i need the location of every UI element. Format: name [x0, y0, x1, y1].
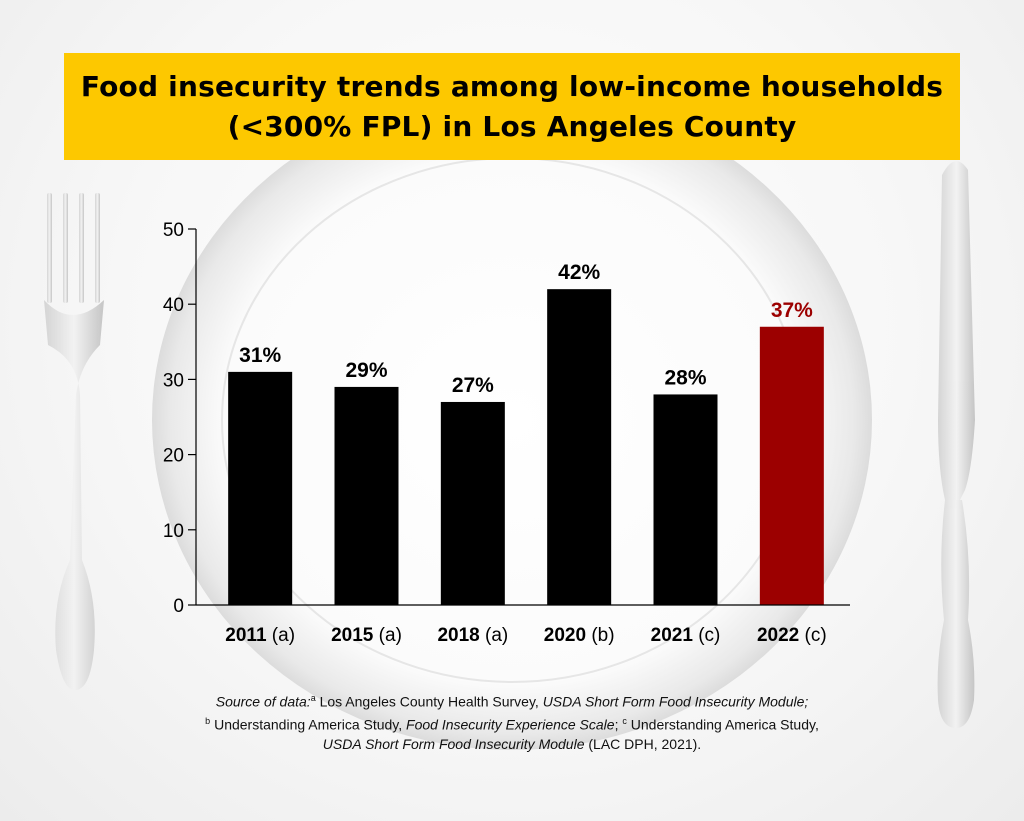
chart-title-line-2: (<300% FPL) in Los Angeles County: [227, 109, 797, 143]
source-text: Los Angeles County Health Survey,: [315, 693, 543, 710]
y-tick-label: 0: [173, 596, 184, 617]
data-label: 29%: [345, 359, 387, 382]
footnote-b: b: [205, 716, 211, 726]
bar-2022: [759, 326, 824, 605]
x-tick-label: 2020 (b): [544, 625, 615, 646]
bar-2015: [334, 386, 399, 605]
source-prefix: Source of data:: [215, 693, 311, 710]
y-tick-label: 40: [163, 295, 184, 316]
footnote-c: c: [622, 716, 627, 726]
x-tick-label: 2011 (a): [225, 625, 295, 646]
y-axis: 0 10 20 30 40 50: [163, 220, 197, 617]
bar-2018: [440, 401, 505, 605]
data-label: 42%: [558, 261, 600, 284]
source-title: USDA Short Form Food Insecurity Module;: [542, 693, 809, 710]
data-label: 37%: [771, 299, 813, 322]
y-tick-label: 30: [163, 370, 184, 391]
x-axis: 2011 (a) 2015 (a) 2018 (a) 2020 (b) 2021 (c)…: [196, 604, 850, 646]
x-tick-label: 2022 (c): [757, 625, 827, 646]
title-banner: Food insecurity trends among low-income …: [64, 53, 960, 160]
data-label: 28%: [664, 366, 706, 389]
bar-2011: [228, 371, 293, 605]
source-text: ;: [614, 716, 623, 733]
fork-icon: [44, 193, 104, 690]
source-line-1: Source of data:a Los Angeles County Heal…: [100, 688, 924, 712]
source-text: (LAC DPH, 2021).: [584, 736, 702, 752]
bars: 31% 29% 27% 42% 28% 37%: [228, 261, 824, 605]
source-text: Understanding America Study,: [626, 716, 819, 733]
data-label: 31%: [239, 344, 281, 367]
y-tick-label: 20: [163, 446, 184, 467]
data-label: 27%: [452, 374, 494, 397]
bar-2020: [547, 289, 612, 605]
chart-title-line-1: Food insecurity trends among low-income …: [80, 69, 944, 103]
source-title: Food Insecurity Experience Scale: [406, 716, 615, 733]
source-line-3: USDA Short Form Food Insecurity Module (…: [100, 734, 924, 754]
x-tick-label: 2015 (a): [331, 625, 402, 646]
x-tick-label: 2021 (c): [651, 625, 721, 646]
y-tick-label: 10: [163, 521, 184, 542]
source-line-2: b Understanding America Study, Food Inse…: [100, 711, 924, 735]
y-tick-label: 50: [163, 220, 184, 241]
source-title: USDA Short Form Food Insecurity Module: [322, 736, 585, 752]
x-tick-label: 2018 (a): [437, 625, 508, 646]
knife-icon: [937, 161, 975, 728]
source-text: Understanding America Study,: [210, 716, 407, 733]
bar-2021: [653, 394, 718, 605]
footnote-a: a: [310, 693, 316, 703]
